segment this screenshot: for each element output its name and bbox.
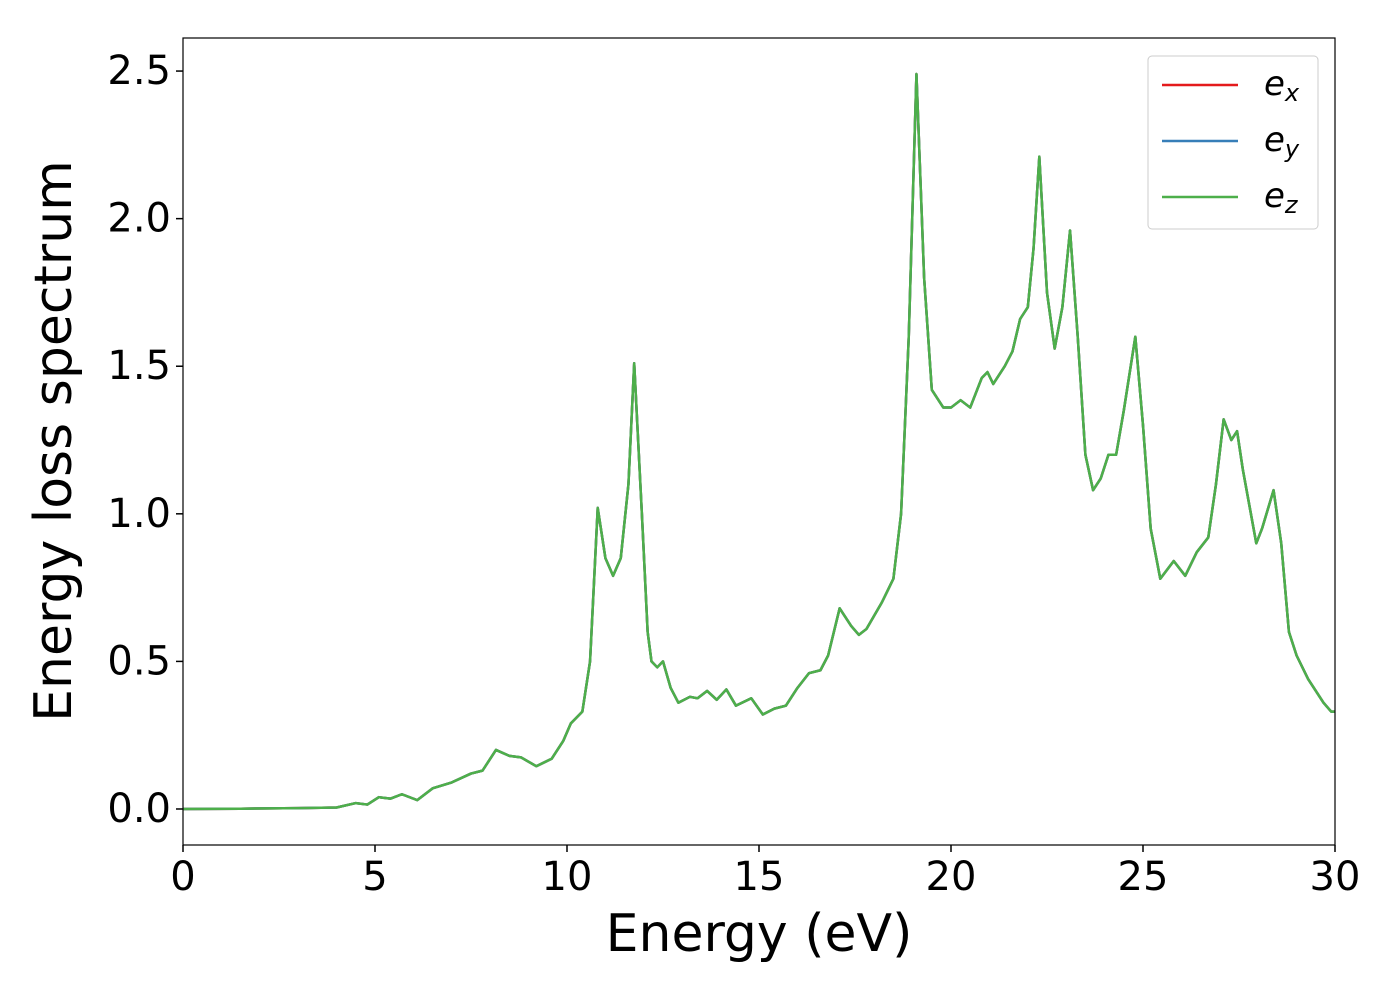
y-tick-label: 2.0 [107,196,171,242]
x-tick-label: 25 [1118,854,1169,900]
x-tick-label: 10 [542,854,593,900]
x-tick-label: 30 [1310,854,1361,900]
y-axis-label: Energy loss spectrum [24,160,84,722]
series-line [182,72,1335,811]
x-tick-label: 15 [734,854,785,900]
x-tick-label: 0 [170,854,195,900]
legend-label: ey [1264,120,1300,164]
legend-label: ex [1264,64,1300,108]
legend-box [1147,55,1319,230]
legend-label: ez [1264,176,1299,220]
y-tick-label: 0.0 [107,786,171,832]
x-tick-label: 20 [926,854,977,900]
x-tick-label: 5 [362,854,387,900]
y-tick-label: 1.0 [107,491,171,537]
y-tick-label: 2.5 [107,48,171,94]
plot-frame [182,37,1336,846]
y-tick-label: 0.5 [107,638,171,684]
x-axis-label: Energy (eV) [606,904,913,964]
y-tick-label: 1.5 [107,343,171,389]
